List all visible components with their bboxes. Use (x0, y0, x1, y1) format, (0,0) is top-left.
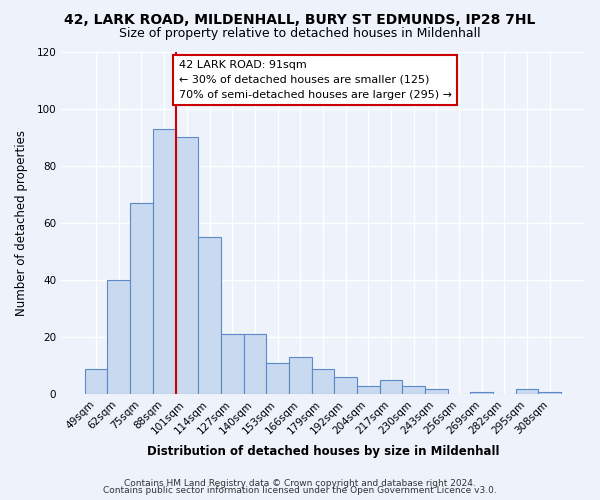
Bar (266, 363, 289, 394)
Text: 42 LARK ROAD: 91sqm
← 30% of detached houses are smaller (125)
70% of semi-detac: 42 LARK ROAD: 91sqm ← 30% of detached ho… (179, 60, 452, 100)
Bar (470, 392, 493, 394)
Bar (380, 380, 403, 394)
Bar (221, 334, 244, 394)
Bar (85, 368, 107, 394)
Bar (107, 280, 130, 394)
Bar (538, 392, 561, 394)
Bar (425, 388, 448, 394)
Bar (130, 203, 153, 394)
Text: Contains public sector information licensed under the Open Government Licence v3: Contains public sector information licen… (103, 486, 497, 495)
Bar (153, 128, 176, 394)
Bar (516, 388, 538, 394)
Bar (289, 358, 311, 395)
Bar (244, 334, 266, 394)
Bar (334, 378, 357, 394)
Text: Size of property relative to detached houses in Mildenhall: Size of property relative to detached ho… (119, 28, 481, 40)
Text: 42, LARK ROAD, MILDENHALL, BURY ST EDMUNDS, IP28 7HL: 42, LARK ROAD, MILDENHALL, BURY ST EDMUN… (64, 12, 536, 26)
Bar (357, 386, 380, 394)
Text: Contains HM Land Registry data © Crown copyright and database right 2024.: Contains HM Land Registry data © Crown c… (124, 478, 476, 488)
Bar (403, 386, 425, 394)
X-axis label: Distribution of detached houses by size in Mildenhall: Distribution of detached houses by size … (147, 444, 499, 458)
Bar (176, 137, 198, 394)
Bar (311, 368, 334, 394)
Y-axis label: Number of detached properties: Number of detached properties (15, 130, 28, 316)
Bar (198, 238, 221, 394)
